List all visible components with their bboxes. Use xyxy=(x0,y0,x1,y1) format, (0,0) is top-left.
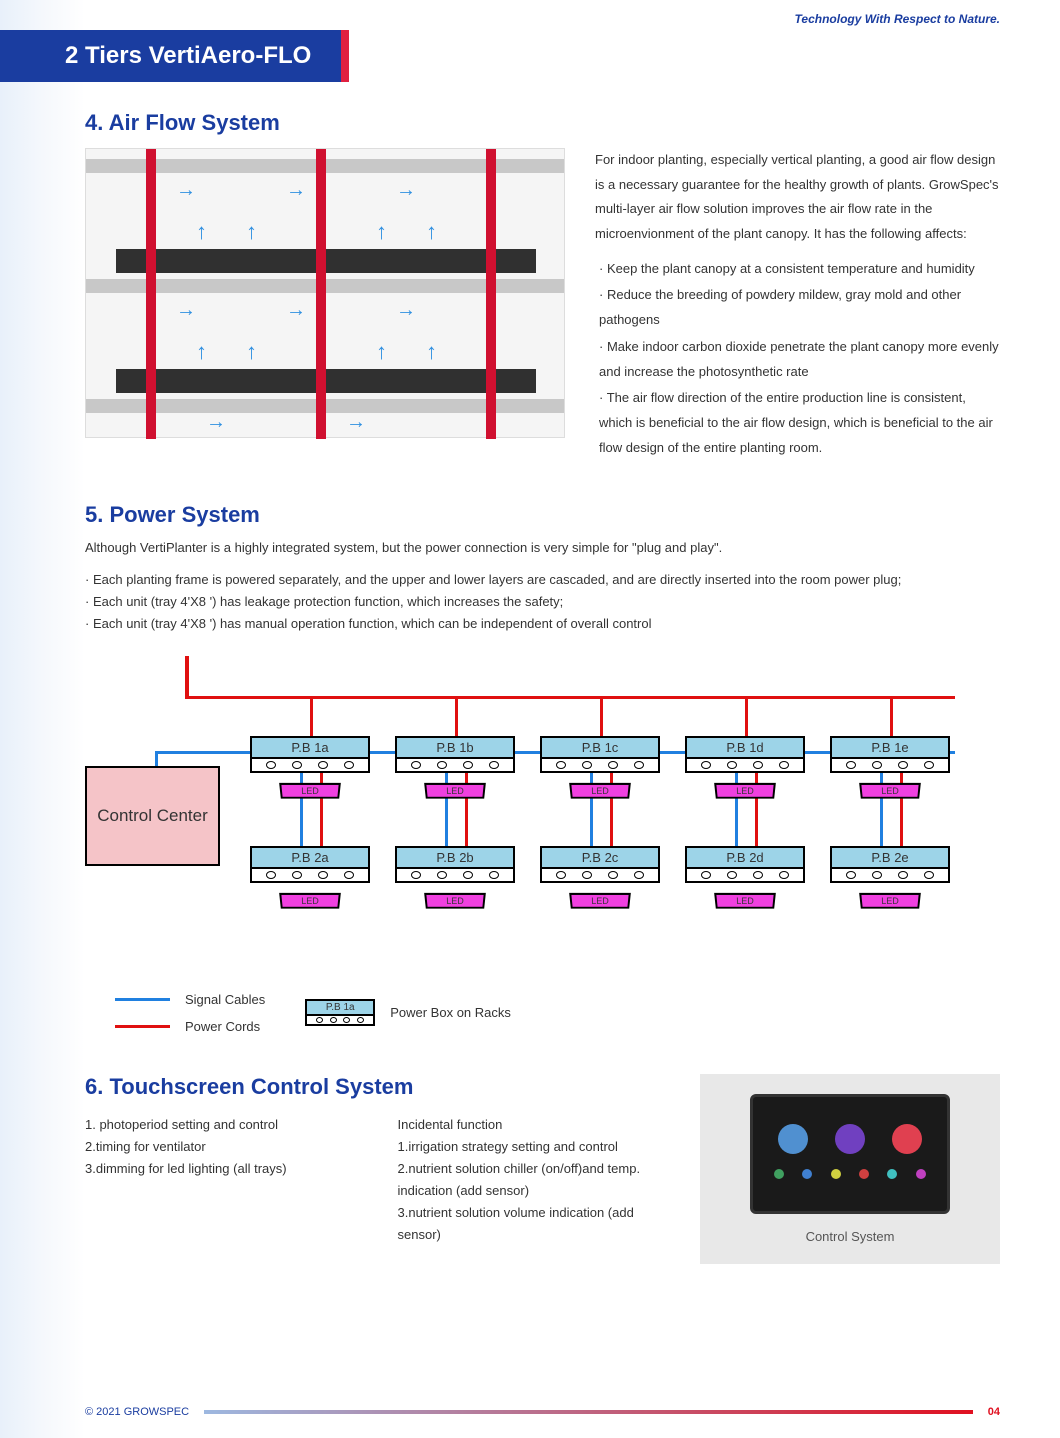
power-box: P.B 1c LED xyxy=(540,736,660,799)
power-swatch xyxy=(115,1025,170,1028)
control-label: Control System xyxy=(806,1229,895,1244)
screen-icon xyxy=(778,1124,808,1154)
led-box: LED xyxy=(279,892,341,908)
diagram-legend: Signal Cables Power Cords P.B 1a Power B… xyxy=(115,992,1000,1034)
tagline: Technology With Respect to Nature. xyxy=(795,12,1000,26)
led-box: LED xyxy=(424,782,486,798)
power-box: P.B 2c LED xyxy=(540,846,660,909)
power-bullet: Each planting frame is powered separatel… xyxy=(85,569,1000,591)
section-touchscreen: 6. Touchscreen Control System 1. photope… xyxy=(85,1074,1000,1264)
airflow-bullet: The air flow direction of the entire pro… xyxy=(595,386,1000,460)
screen-dot xyxy=(802,1169,812,1179)
power-box: P.B 1b LED xyxy=(395,736,515,799)
airflow-intro: For indoor planting, especially vertical… xyxy=(595,148,1000,247)
touch-col2: Incidental function 1.irrigation strateg… xyxy=(398,1114,681,1247)
signal-swatch xyxy=(115,998,170,1001)
screen-dot xyxy=(774,1169,784,1179)
legend-power: Power Cords xyxy=(185,1019,260,1034)
copyright: © 2021 GROWSPEC xyxy=(85,1406,189,1418)
power-box: P.B 2e LED xyxy=(830,846,950,909)
page-footer: © 2021 GROWSPEC 04 xyxy=(85,1406,1000,1418)
power-box: P.B 1a LED xyxy=(250,736,370,799)
airflow-bullet: Keep the plant canopy at a consistent te… xyxy=(595,257,1000,282)
power-bullet: Each unit (tray 4'X8 ') has manual opera… xyxy=(85,613,1000,635)
led-box: LED xyxy=(714,892,776,908)
screen-dot xyxy=(831,1169,841,1179)
led-box: LED xyxy=(859,892,921,908)
power-box: P.B 2d LED xyxy=(685,846,805,909)
led-box: LED xyxy=(279,782,341,798)
power-box: P.B 1d LED xyxy=(685,736,805,799)
airflow-diagram: ↑ ↑ ↑ ↑ ↑ ↑ ↑ ↑ → → → → → → → → xyxy=(85,148,565,438)
section5-title: 5. Power System xyxy=(85,502,1000,528)
section-power: 5. Power System Although VertiPlanter is… xyxy=(85,502,1000,1033)
page-header: 2 Tiers VertiAero-FLO xyxy=(0,30,349,82)
page-number: 04 xyxy=(988,1406,1000,1418)
footer-divider xyxy=(204,1410,973,1414)
control-center-box: Control Center xyxy=(85,766,220,866)
pb-sample: P.B 1a xyxy=(305,999,375,1026)
led-box: LED xyxy=(424,892,486,908)
screen-dot xyxy=(916,1169,926,1179)
control-system-image: Control System xyxy=(700,1074,1000,1264)
led-box: LED xyxy=(714,782,776,798)
section4-title: 4. Air Flow System xyxy=(85,110,1000,136)
power-intro: Although VertiPlanter is a highly integr… xyxy=(85,540,1000,555)
screen-dot xyxy=(859,1169,869,1179)
airflow-bullet: Reduce the breeding of powdery mildew, g… xyxy=(595,283,1000,332)
legend-pb-text: Power Box on Racks xyxy=(390,1005,511,1020)
touchscreen-mock xyxy=(750,1094,950,1214)
screen-dot xyxy=(887,1169,897,1179)
airflow-bullet: Make indoor carbon dioxide penetrate the… xyxy=(595,335,1000,384)
led-box: LED xyxy=(569,892,631,908)
power-diagram: Control Center P.B 1a LED P.B 1b LED P.B… xyxy=(85,656,1000,986)
power-box: P.B 2a LED xyxy=(250,846,370,909)
power-box: P.B 1e LED xyxy=(830,736,950,799)
power-box: P.B 2b LED xyxy=(395,846,515,909)
airflow-text: For indoor planting, especially vertical… xyxy=(595,148,1000,462)
legend-signal: Signal Cables xyxy=(185,992,265,1007)
screen-icon xyxy=(835,1124,865,1154)
led-box: LED xyxy=(859,782,921,798)
section-airflow: 4. Air Flow System ↑ ↑ ↑ ↑ ↑ ↑ ↑ ↑ xyxy=(85,110,1000,462)
power-bullet: Each unit (tray 4'X8 ') has leakage prot… xyxy=(85,591,1000,613)
led-box: LED xyxy=(569,782,631,798)
section6-title: 6. Touchscreen Control System xyxy=(85,1074,680,1100)
touch-col1: 1. photoperiod setting and control 2.tim… xyxy=(85,1114,368,1247)
screen-icon xyxy=(892,1124,922,1154)
